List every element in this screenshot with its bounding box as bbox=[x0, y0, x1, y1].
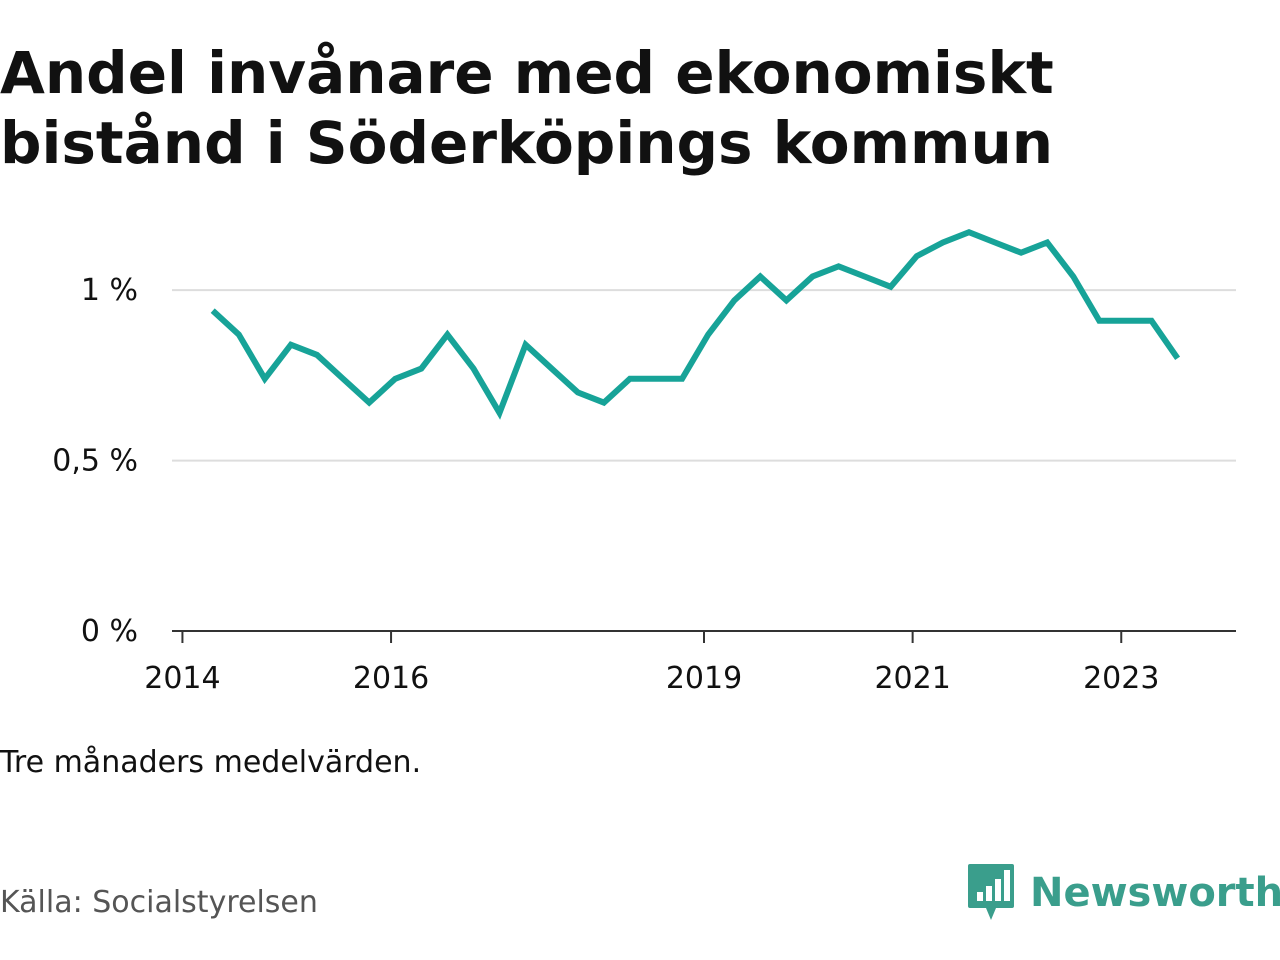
x-tick-label: 2019 bbox=[666, 661, 742, 696]
chart-title-line-1: Andel invånare med ekonomiskt bbox=[0, 39, 1054, 107]
chart-note: Tre månaders medelvärden. bbox=[0, 745, 422, 780]
newsworthy-logo: Newsworthy bbox=[966, 862, 1280, 924]
x-tick-label: 2021 bbox=[874, 661, 950, 696]
series-line bbox=[210, 228, 1181, 420]
y-tick-label: 0 % bbox=[81, 614, 138, 649]
x-tick-label: 2023 bbox=[1083, 661, 1159, 696]
chart-title-line-2: bistånd i Söderköpings kommun bbox=[0, 109, 1054, 177]
source-text: Källa: Socialstyrelsen bbox=[0, 885, 318, 920]
y-tick-label: 0,5 % bbox=[52, 444, 138, 479]
x-tick-label: 2014 bbox=[144, 661, 220, 696]
y-tick-label: 1 % bbox=[81, 273, 138, 308]
brand-name: Newsworthy bbox=[1030, 870, 1280, 916]
newsworthy-logo-icon bbox=[968, 864, 1014, 920]
chart-title: Andel invånare med ekonomiskt bistånd i … bbox=[0, 38, 1260, 178]
line-chart: 0 % 0,5 % 1 % 2014 2016 2019 2021 2023 bbox=[52, 228, 1236, 696]
x-tick-label: 2016 bbox=[353, 661, 429, 696]
